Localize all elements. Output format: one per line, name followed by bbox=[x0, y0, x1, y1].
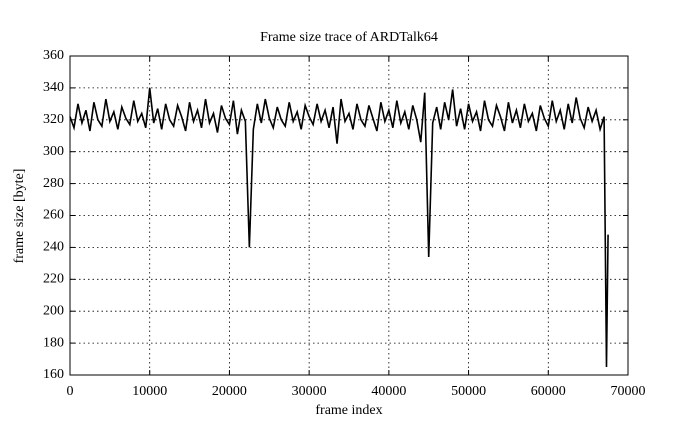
y-tick-label: 200 bbox=[43, 303, 64, 318]
chart-title: Frame size trace of ARDTalk64 bbox=[260, 30, 438, 45]
y-tick-label: 180 bbox=[43, 335, 64, 350]
x-tick-label: 30000 bbox=[292, 384, 327, 399]
y-tick-label: 280 bbox=[43, 176, 64, 191]
x-tick-label: 50000 bbox=[451, 384, 486, 399]
y-tick-label: 260 bbox=[43, 208, 64, 223]
x-tick-label: 10000 bbox=[132, 384, 167, 399]
data-line bbox=[69, 87, 609, 368]
y-tick-label: 160 bbox=[43, 367, 64, 382]
y-tick-label: 220 bbox=[43, 272, 64, 287]
y-tick-label: 240 bbox=[43, 240, 64, 255]
x-tick-label: 60000 bbox=[531, 384, 566, 399]
x-tick-label: 70000 bbox=[611, 384, 646, 399]
y-tick-label: 360 bbox=[43, 48, 64, 63]
x-tick-label: 20000 bbox=[212, 384, 247, 399]
plot-frame bbox=[69, 55, 629, 376]
y-tick-label: 300 bbox=[43, 144, 64, 159]
x-axis-label: frame index bbox=[315, 403, 382, 418]
y-tick-label: 340 bbox=[43, 80, 64, 95]
y-axis-label: frame size [byte] bbox=[12, 169, 27, 264]
y-tick-label: 320 bbox=[43, 112, 64, 127]
x-tick-label: 40000 bbox=[371, 384, 406, 399]
x-tick-label: 0 bbox=[67, 384, 74, 399]
